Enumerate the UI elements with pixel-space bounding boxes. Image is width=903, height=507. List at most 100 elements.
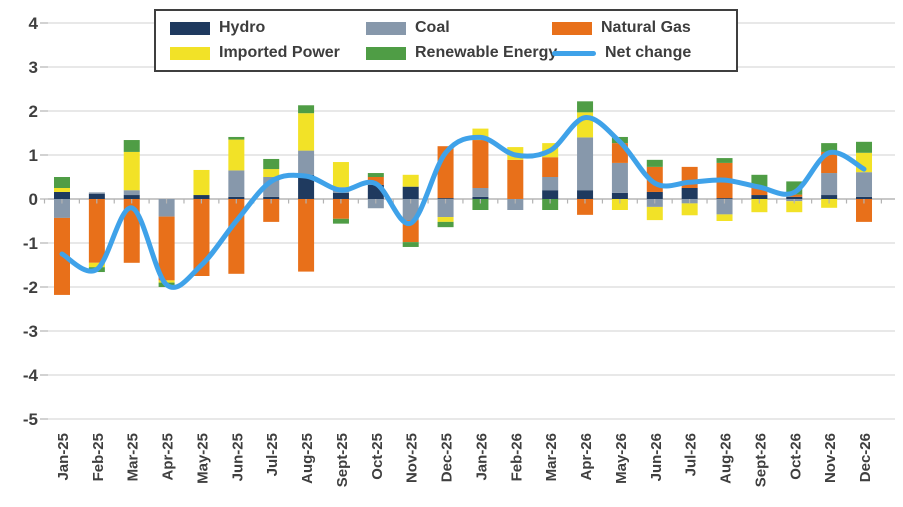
bar-segment-coal	[54, 199, 70, 218]
bar-segment-renewable-energy	[402, 242, 419, 247]
bar-segment-coal	[437, 199, 454, 218]
bar-segment-coal	[123, 190, 140, 196]
chart-legend: Hydro Coal Natural Gas Imported Power Renewa…	[154, 9, 738, 72]
bar-segment-hydro	[54, 191, 70, 199]
x-axis-label: Nov-26	[822, 433, 839, 483]
bar-segment-hydro	[88, 193, 105, 199]
bar-segment-hydro	[123, 195, 140, 199]
bar-segment-hydro	[263, 196, 280, 199]
y-axis-label: -1	[23, 234, 38, 253]
bar-segment-natural-gas	[88, 199, 105, 263]
x-axis-label: Oct-25	[369, 433, 386, 480]
y-axis-label: -4	[23, 366, 39, 385]
bar-segment-renewable-energy	[263, 158, 280, 170]
legend-color-swatch	[366, 46, 406, 60]
bar-segment-hydro	[577, 190, 594, 199]
bar-segment-imported-power	[681, 203, 698, 216]
x-axis-label: May-26	[613, 433, 630, 484]
bar-segment-imported-power	[472, 128, 489, 141]
bar-segment-hydro	[856, 196, 873, 199]
bar-segment-hydro	[681, 188, 698, 199]
bar-segment-natural-gas	[786, 194, 803, 197]
bar-segment-natural-gas	[158, 216, 175, 281]
bar-segment-hydro	[751, 195, 768, 199]
bar-segment-hydro	[332, 192, 349, 199]
bar-segment-renewable-energy	[577, 101, 594, 113]
bar-segment-imported-power	[786, 201, 803, 213]
bar-segment-imported-power	[402, 174, 419, 187]
bar-segment-coal	[402, 199, 419, 221]
x-axis-label: Nov-25	[404, 433, 421, 483]
legend-color-swatch	[366, 21, 406, 35]
bar-segment-imported-power	[437, 217, 454, 222]
bar-segment-coal	[298, 150, 315, 175]
bar-segment-imported-power	[611, 199, 628, 210]
bar-segment-coal	[542, 177, 559, 191]
legend-item-imported-power: Imported Power	[170, 45, 366, 61]
bar-segment-renewable-energy	[716, 158, 733, 163]
legend-color-swatch	[170, 21, 210, 35]
bar-segment-imported-power	[263, 169, 280, 177]
bar-segment-hydro	[542, 190, 559, 199]
bar-segment-hydro	[472, 196, 489, 199]
bar-segment-natural-gas	[193, 199, 210, 276]
bar-segment-natural-gas	[507, 159, 524, 199]
y-axis-label: 2	[29, 102, 38, 121]
bar-segment-renewable-energy	[367, 173, 384, 177]
bar-segment-hydro	[716, 198, 733, 199]
x-axis-label: Oct-26	[787, 433, 804, 480]
bar-segment-coal	[367, 199, 384, 209]
bar-segment-renewable-energy	[332, 218, 349, 224]
bar-segment-natural-gas	[751, 188, 768, 196]
legend-label: Coal	[415, 19, 450, 36]
bar-segment-imported-power	[332, 162, 349, 188]
bar-segment-imported-power	[751, 199, 768, 213]
bar-segment-natural-gas	[332, 199, 349, 219]
bar-segment-renewable-energy	[298, 105, 315, 114]
bar-segment-renewable-energy	[856, 141, 873, 153]
axis-ticks	[43, 199, 882, 204]
legend-label: Hydro	[219, 19, 266, 36]
x-axis-label: Mar-26	[543, 433, 560, 481]
x-axis-label: Feb-26	[508, 433, 525, 481]
bar-segment-imported-power	[193, 169, 210, 196]
bars	[54, 101, 873, 295]
bar-segment-hydro	[402, 186, 419, 199]
y-axis-label: 3	[29, 58, 38, 77]
bar-segment-imported-power	[123, 151, 140, 191]
y-axis-labels: 4 3 2 1 0 -1 -2 -3 -4 -5	[23, 14, 39, 429]
bar-segment-imported-power	[54, 188, 70, 192]
x-axis-label: Aug-26	[718, 433, 735, 484]
bar-segment-hydro	[821, 195, 838, 199]
legend-label: Imported Power	[219, 44, 340, 61]
x-axis-label: Jun-26	[648, 433, 665, 481]
bar-segment-renewable-energy	[123, 140, 140, 152]
x-axis-label: Mar-25	[125, 433, 142, 481]
legend-item-renewable-energy: Renewable Energy	[366, 45, 557, 61]
bar-segment-natural-gas	[856, 199, 873, 222]
bar-segment-coal	[158, 199, 175, 217]
bar-segment-imported-power	[646, 206, 663, 221]
bar-segment-hydro	[646, 191, 663, 199]
bar-segment-coal	[577, 137, 594, 191]
legend-item-natural-gas: Natural Gas	[552, 20, 730, 36]
legend-item-coal: Coal	[366, 20, 552, 36]
x-axis-label: Feb-25	[90, 433, 107, 481]
bar-segment-hydro	[298, 174, 315, 199]
legend-label: Net change	[605, 44, 692, 61]
bar-segment-natural-gas	[263, 199, 280, 222]
bar-segment-renewable-energy	[821, 143, 838, 152]
bar-segment-renewable-energy	[472, 199, 489, 210]
x-axis-label: Dec-25	[439, 433, 456, 482]
x-axis-label: Apr-26	[578, 433, 595, 481]
legend-label: Renewable Energy	[415, 44, 558, 61]
bar-segment-coal	[716, 199, 733, 215]
y-axis-label: 1	[29, 146, 38, 165]
y-axis-label: -2	[23, 278, 38, 297]
legend-line-swatch	[552, 50, 596, 56]
bar-segment-imported-power	[716, 214, 733, 221]
bar-segment-hydro	[437, 198, 454, 199]
bar-segment-coal	[821, 173, 838, 196]
bar-segment-renewable-energy	[646, 159, 663, 167]
